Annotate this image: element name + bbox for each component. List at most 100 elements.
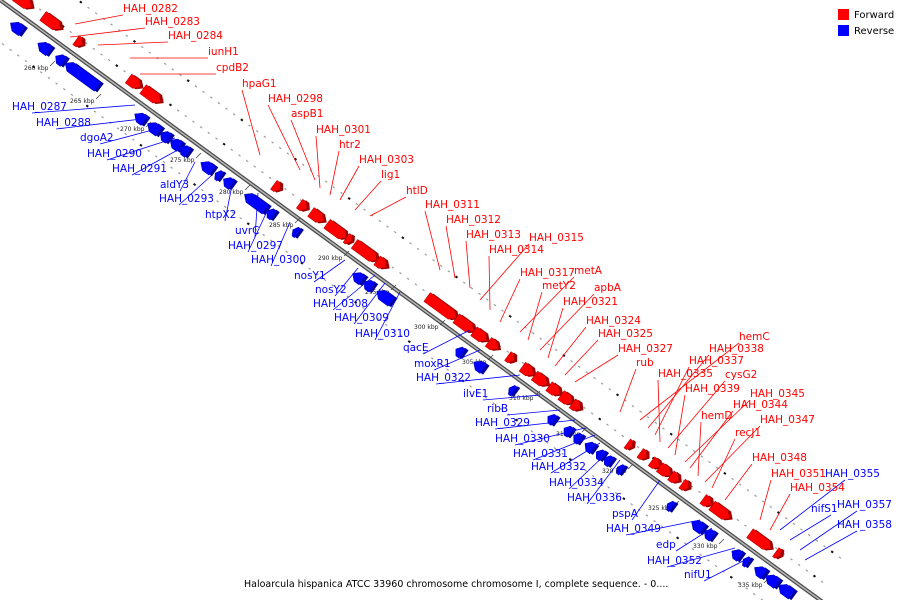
reverse-gene-label[interactable]: HAH_0287	[12, 101, 67, 113]
forward-gene-label[interactable]: HAH_0324	[586, 315, 641, 327]
forward-gene-label[interactable]: HAH_0327	[618, 343, 673, 355]
reverse-gene-label[interactable]: HAH_0336	[567, 492, 622, 504]
reverse-gene-label[interactable]: htpX2	[205, 209, 236, 221]
forward-gene-label[interactable]: HAH_0348	[752, 452, 807, 464]
forward-gene[interactable]	[373, 255, 387, 269]
forward-gene[interactable]	[746, 528, 772, 550]
forward-gene[interactable]	[452, 313, 475, 333]
forward-gene-label[interactable]: metA	[574, 265, 603, 277]
reverse-gene-label[interactable]: ribB	[487, 403, 508, 415]
forward-gene[interactable]	[518, 361, 534, 377]
reverse-gene-label[interactable]: nosY2	[315, 284, 347, 296]
forward-gene-label[interactable]: HAH_0284	[168, 30, 223, 42]
reverse-gene-label[interactable]: HAH_0293	[159, 193, 214, 205]
reverse-gene-label[interactable]: HAH_0330	[495, 433, 550, 445]
reverse-gene[interactable]	[244, 193, 269, 215]
forward-gene[interactable]	[323, 218, 347, 240]
reverse-gene-label[interactable]: edp	[656, 539, 676, 551]
forward-gene[interactable]	[667, 470, 680, 483]
reverse-gene-label[interactable]: qacE	[403, 342, 429, 354]
reverse-gene[interactable]	[666, 500, 676, 513]
forward-gene[interactable]	[708, 500, 730, 520]
reverse-gene-label[interactable]: HAH_0290	[87, 148, 142, 160]
reverse-gene[interactable]	[704, 529, 717, 542]
forward-gene[interactable]	[623, 438, 634, 450]
reverse-gene[interactable]	[10, 21, 26, 37]
forward-gene-label[interactable]: HAH_0347	[760, 414, 815, 426]
forward-gene-label[interactable]: HAH_0345	[750, 388, 805, 400]
reverse-gene-label[interactable]: nosY1	[294, 270, 326, 282]
reverse-gene-label[interactable]: HAH_0309	[334, 312, 389, 324]
forward-gene[interactable]	[504, 351, 515, 364]
forward-gene[interactable]	[647, 456, 660, 469]
reverse-gene[interactable]	[691, 520, 707, 535]
reverse-gene[interactable]	[778, 584, 796, 600]
reverse-gene-label[interactable]: HAH_0288	[36, 117, 91, 129]
forward-gene[interactable]	[342, 233, 353, 245]
forward-gene[interactable]	[557, 390, 573, 405]
reverse-gene-label[interactable]: pspA	[612, 508, 639, 520]
forward-gene-label[interactable]: HAH_0351	[771, 468, 826, 480]
reverse-gene[interactable]	[473, 360, 487, 374]
reverse-gene[interactable]	[754, 566, 768, 580]
forward-gene-label[interactable]: iunH1	[208, 46, 239, 58]
forward-gene[interactable]	[307, 207, 325, 223]
forward-gene[interactable]	[72, 35, 83, 48]
reverse-gene[interactable]	[37, 42, 53, 57]
reverse-gene-label[interactable]: HAH_0308	[313, 298, 368, 310]
forward-gene-label[interactable]: aspB1	[291, 108, 323, 120]
forward-gene-label[interactable]: hemC	[739, 331, 770, 343]
reverse-gene[interactable]	[455, 346, 466, 359]
reverse-gene[interactable]	[55, 54, 68, 67]
reverse-gene[interactable]	[765, 574, 781, 589]
forward-gene-label[interactable]: HAH_0338	[709, 343, 764, 355]
reverse-gene[interactable]	[179, 145, 192, 158]
forward-gene-label[interactable]: HAH_0283	[145, 16, 200, 28]
reverse-gene-label[interactable]: HAH_0331	[513, 448, 568, 460]
forward-gene-label[interactable]: HAH_0303	[359, 154, 414, 166]
forward-gene-label[interactable]: hpaG1	[242, 78, 277, 90]
reverse-gene[interactable]	[376, 290, 395, 307]
forward-gene[interactable]	[530, 370, 548, 387]
forward-gene-label[interactable]: htr2	[339, 139, 361, 151]
forward-gene[interactable]	[39, 11, 61, 31]
reverse-gene[interactable]	[223, 177, 236, 190]
forward-gene[interactable]	[270, 179, 281, 192]
reverse-gene-label[interactable]: HAH_0329	[475, 417, 530, 429]
reverse-gene-label[interactable]: HAH_0355	[825, 468, 880, 480]
forward-gene[interactable]	[655, 462, 672, 477]
forward-gene[interactable]	[423, 292, 457, 320]
forward-gene-label[interactable]: HAH_0339	[685, 383, 740, 395]
forward-gene-label[interactable]: recJ1	[735, 427, 761, 439]
forward-gene-label[interactable]: htlD	[406, 185, 428, 197]
reverse-gene-label[interactable]: HAH_0349	[606, 523, 661, 535]
forward-gene-label[interactable]: HAH_0298	[268, 93, 323, 105]
forward-gene[interactable]	[678, 478, 689, 491]
reverse-gene[interactable]	[352, 272, 366, 286]
forward-gene[interactable]	[699, 494, 712, 507]
forward-gene[interactable]	[772, 547, 782, 559]
reverse-gene-label[interactable]: HAH_0358	[837, 519, 892, 531]
forward-gene[interactable]	[484, 337, 499, 351]
reverse-gene[interactable]	[160, 131, 173, 144]
reverse-gene[interactable]	[508, 385, 518, 397]
reverse-gene[interactable]	[616, 464, 626, 476]
forward-gene-label[interactable]: rub	[636, 357, 654, 369]
reverse-gene-label[interactable]: HAH_0332	[531, 461, 586, 473]
reverse-gene[interactable]	[214, 170, 224, 182]
reverse-gene-label[interactable]: HAH_0334	[549, 477, 604, 489]
forward-gene-label[interactable]: HAH_0313	[466, 229, 521, 241]
forward-gene-label[interactable]: HAH_0301	[316, 124, 371, 136]
reverse-gene[interactable]	[604, 455, 615, 468]
forward-gene-label[interactable]: HAH_0282	[123, 3, 178, 15]
reverse-gene[interactable]	[64, 62, 102, 92]
reverse-gene-label[interactable]: HAH_0357	[837, 499, 892, 511]
forward-gene[interactable]	[139, 84, 162, 104]
forward-gene[interactable]	[636, 448, 647, 460]
forward-gene[interactable]	[545, 381, 561, 396]
reverse-gene-label[interactable]: nifU1	[684, 569, 712, 581]
reverse-gene[interactable]	[742, 556, 752, 568]
forward-gene-label[interactable]: apbA	[594, 282, 622, 294]
forward-gene-label[interactable]: HAH_0315	[529, 232, 584, 244]
reverse-gene-label[interactable]: HAH_0322	[416, 372, 471, 384]
